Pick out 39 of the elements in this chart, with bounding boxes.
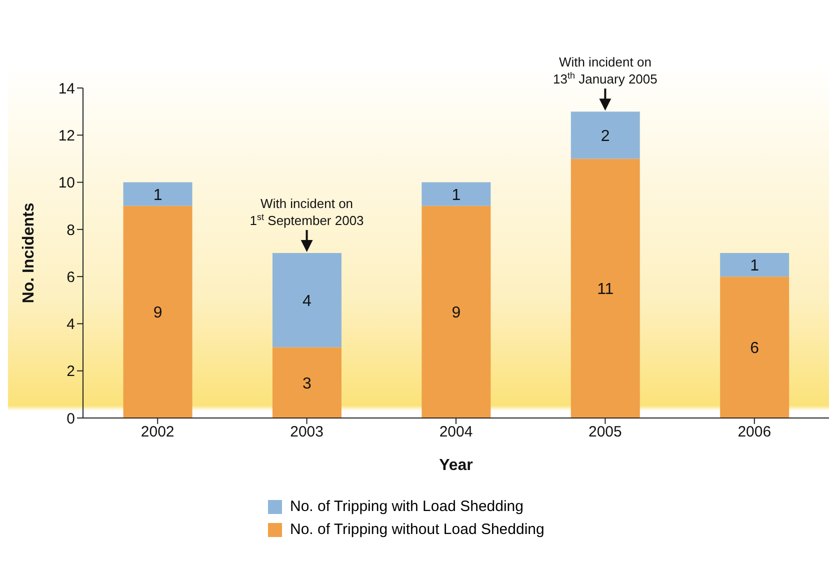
x-tick-label: 2005 bbox=[588, 424, 622, 441]
data-label: 1 bbox=[153, 186, 162, 204]
bar bbox=[123, 182, 192, 206]
x-tick-label: 2004 bbox=[439, 424, 473, 441]
data-label: 3 bbox=[302, 375, 312, 392]
bar bbox=[720, 276, 790, 418]
annotation: With incident on 13$^{th}$ January 2005 bbox=[553, 54, 658, 87]
data-label: 9 bbox=[452, 304, 461, 322]
bar bbox=[422, 182, 491, 206]
legend-label: No. of Tripping with Load Shedding bbox=[290, 498, 524, 515]
y-tick-label: 4 bbox=[66, 316, 75, 334]
data-label: 11 bbox=[597, 281, 614, 298]
y-tick-label: 8 bbox=[66, 222, 75, 239]
data-label: 4 bbox=[302, 292, 312, 310]
bar bbox=[272, 253, 342, 348]
data-label: 1 bbox=[750, 257, 760, 274]
bar bbox=[272, 347, 342, 418]
x-axis-title: Year bbox=[439, 457, 473, 474]
bar bbox=[720, 253, 790, 277]
legend-label: No. of Tripping without Load Shedding bbox=[290, 521, 544, 538]
x-tick-label: 2003 bbox=[290, 424, 324, 441]
data-label: 6 bbox=[750, 340, 760, 357]
data-label: 2 bbox=[600, 128, 610, 145]
data-label: 1 bbox=[452, 186, 461, 204]
y-tick-label: 14 bbox=[58, 80, 75, 98]
annotation: With incident on 1$^{st}$ September 2003 bbox=[250, 196, 364, 228]
y-tick-label: 10 bbox=[58, 174, 75, 192]
y-tick-label: 6 bbox=[66, 268, 75, 286]
bar bbox=[570, 158, 640, 418]
data-label: 9 bbox=[153, 304, 162, 322]
y-tick-label: 2 bbox=[66, 363, 75, 380]
y-tick-label: 0 bbox=[66, 410, 75, 428]
x-tick-label: 2002 bbox=[140, 424, 174, 441]
bar bbox=[422, 206, 491, 418]
bar bbox=[123, 206, 192, 418]
y-axis-title: No. Incidents bbox=[20, 202, 38, 304]
bar bbox=[570, 112, 640, 159]
y-tick-label: 12 bbox=[58, 127, 75, 144]
x-tick-label: 2006 bbox=[738, 424, 772, 441]
